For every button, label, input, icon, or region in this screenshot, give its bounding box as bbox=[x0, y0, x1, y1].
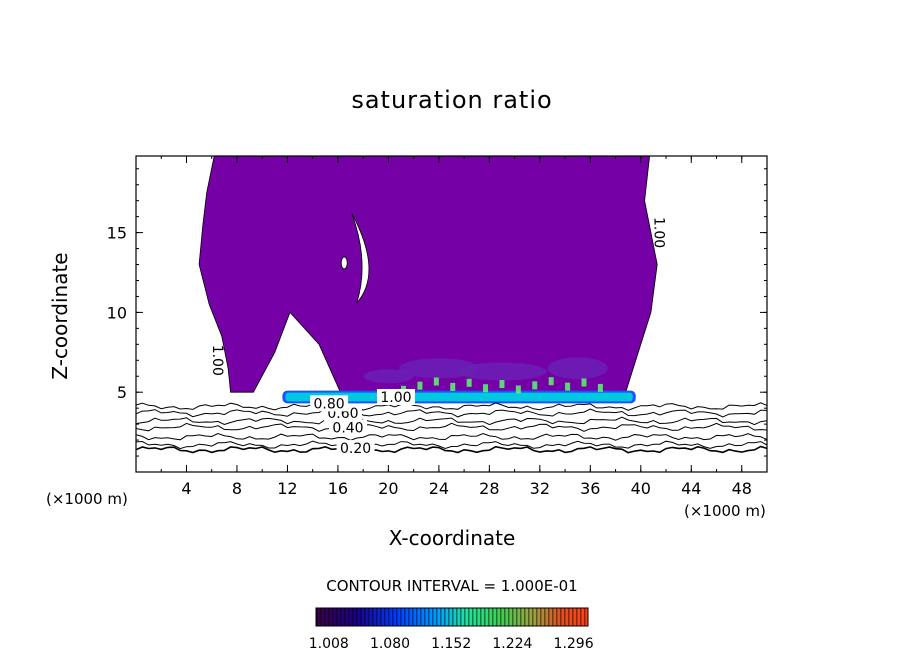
x-tick-label: 44 bbox=[681, 479, 701, 498]
colorbar-tick-label: 1.296 bbox=[554, 636, 594, 652]
supersaturated-fill bbox=[198, 156, 658, 393]
contour-label: 0.40 bbox=[332, 420, 363, 436]
contour-labels: 0.200.400.600.80 1.001.001.00 bbox=[209, 217, 667, 457]
contour-label: 1.00 bbox=[651, 217, 667, 248]
y-tick-label: 10 bbox=[107, 303, 127, 322]
contour-line bbox=[136, 440, 767, 450]
x-axis-label: X-coordinate bbox=[388, 526, 516, 550]
band-streak bbox=[483, 384, 489, 393]
contour-line bbox=[136, 422, 767, 432]
x-tick-label: 20 bbox=[378, 479, 398, 498]
contour-line bbox=[136, 408, 767, 418]
x-tick-label: 8 bbox=[232, 479, 242, 498]
band-streak bbox=[565, 382, 571, 391]
contour-line bbox=[136, 416, 767, 426]
y-axis-label: Z-coordinate bbox=[48, 252, 72, 380]
band-streak bbox=[515, 385, 521, 394]
contour-label: 1.00 bbox=[380, 390, 411, 406]
x-tick-label: 32 bbox=[530, 479, 550, 498]
x-tick-label: 12 bbox=[277, 479, 297, 498]
shading-patch bbox=[547, 357, 608, 380]
contour-label: 0.20 bbox=[340, 441, 371, 457]
chart-title: saturation ratio bbox=[351, 86, 553, 114]
supersaturated-region bbox=[198, 156, 658, 404]
shading-patch bbox=[363, 369, 414, 384]
x-tick-label: 28 bbox=[479, 479, 499, 498]
x-axis-unit-left: (×1000 m) bbox=[46, 490, 128, 508]
contour-label: 0.80 bbox=[314, 396, 345, 412]
band-streak bbox=[433, 377, 439, 386]
contour-interval-label: CONTOUR INTERVAL = 1.000E-01 bbox=[326, 577, 578, 595]
y-tick-label: 5 bbox=[117, 383, 127, 402]
x-tick-label: 4 bbox=[181, 479, 191, 498]
contour-label-bg bbox=[310, 395, 349, 412]
plot-frame bbox=[135, 155, 768, 473]
contour-label-bg bbox=[329, 419, 368, 436]
colorbar-tick-label: 1.008 bbox=[309, 636, 349, 652]
x-tick-label: 36 bbox=[580, 479, 600, 498]
colorbar-tick-label: 1.152 bbox=[431, 636, 471, 652]
subsaturated-pocket bbox=[351, 213, 370, 304]
x-tick-label: 24 bbox=[429, 479, 449, 498]
contour-line bbox=[136, 432, 767, 441]
colorbar: 1.008 1.080 1.152 1.224 1.296 bbox=[309, 607, 594, 652]
high-value-core bbox=[285, 392, 633, 402]
band-streak bbox=[450, 382, 456, 391]
band-streak bbox=[466, 378, 472, 387]
x-axis-unit-right: (×1000 m) bbox=[684, 502, 766, 520]
subsaturated-pocket bbox=[340, 256, 348, 270]
contour-line bbox=[136, 402, 767, 411]
colorbar-tick-label: 1.224 bbox=[492, 636, 532, 652]
shading-patch bbox=[456, 362, 547, 381]
band-streak bbox=[499, 380, 505, 389]
band-streak bbox=[417, 381, 423, 390]
x-tick-label: 40 bbox=[631, 479, 651, 498]
contour-label-bg bbox=[336, 440, 375, 457]
contour-line bbox=[136, 445, 767, 454]
y-tick-label: 15 bbox=[107, 224, 127, 243]
colorbar-tick-label: 1.080 bbox=[370, 636, 410, 652]
contour-lines bbox=[136, 402, 767, 454]
band-streak bbox=[548, 377, 554, 386]
band-streak bbox=[532, 381, 538, 390]
contour-label-bg bbox=[376, 388, 415, 405]
colorbar-frame bbox=[315, 607, 589, 627]
contour-label: 1.00 bbox=[209, 345, 225, 376]
x-tick-label: 48 bbox=[732, 479, 752, 498]
band-streak bbox=[581, 378, 587, 387]
x-tick-label: 16 bbox=[328, 479, 348, 498]
band-streak bbox=[597, 383, 603, 392]
colorbar-stripes bbox=[316, 608, 588, 626]
